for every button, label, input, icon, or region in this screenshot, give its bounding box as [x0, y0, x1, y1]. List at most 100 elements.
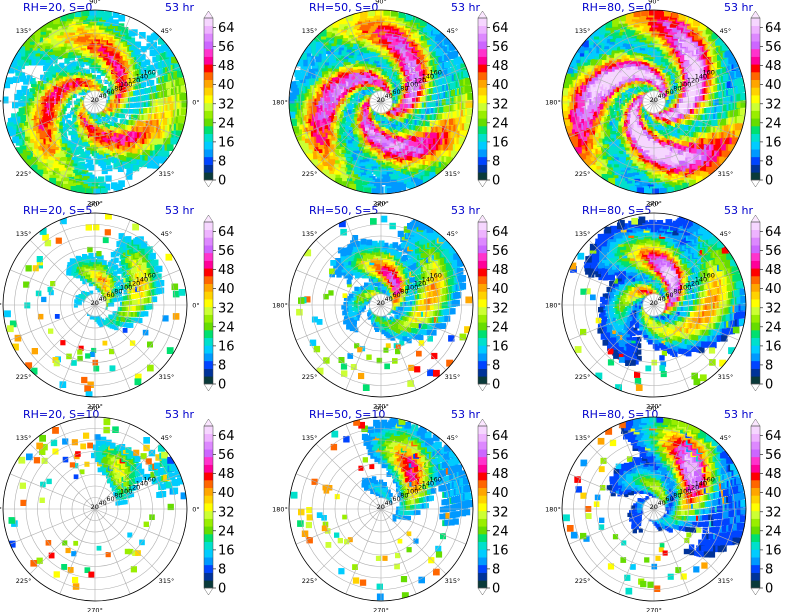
- radial-tick-label: 140: [136, 73, 148, 81]
- colorbar-segment: [751, 526, 760, 535]
- angular-tick-label: 315°: [159, 170, 175, 178]
- colorbar-segment: [478, 526, 487, 535]
- colorbar-segment: [751, 156, 760, 165]
- colorbar-segment: [204, 337, 213, 346]
- angular-tick-label: 270°: [87, 607, 103, 612]
- colorbar-segment: [204, 156, 213, 165]
- angular-gridline: [568, 473, 655, 510]
- angular-gridline: [59, 16, 96, 103]
- angular-gridline: [568, 66, 655, 103]
- colorbar-segment: [478, 495, 487, 504]
- angular-tick-label: 315°: [718, 577, 734, 585]
- angular-gridline: [9, 269, 96, 306]
- colorbar-tick-label: 32: [492, 301, 509, 316]
- colorbar-segment: [204, 549, 213, 558]
- colorbar-segment: [204, 110, 213, 119]
- colorbar-segment: [751, 368, 760, 377]
- colorbar-segment: [751, 18, 760, 27]
- angular-gridline: [653, 269, 740, 306]
- colorbar-segment: [204, 330, 213, 339]
- angular-tick-label: 45°: [161, 434, 173, 442]
- angular-tick-label: 225°: [16, 373, 32, 381]
- angular-gridline: [9, 473, 96, 510]
- angular-gridline: [653, 219, 690, 306]
- colorbar-tick-label: 16: [218, 339, 235, 354]
- angular-gridline: [568, 304, 655, 341]
- radial-tick-label: 80: [673, 287, 681, 295]
- angular-gridline: [588, 304, 655, 371]
- colorbar: 0 8 16 24 32 40 48 56 64: [750, 214, 782, 393]
- angular-tick-label: 270°: [373, 200, 389, 208]
- angular-gridline: [295, 304, 382, 341]
- angular-gridline: [588, 36, 655, 103]
- colorbar: 0 8 16 24 32 40 48 56 64: [477, 214, 509, 393]
- colorbar-segment: [478, 534, 487, 543]
- radial-tick-label: 40: [658, 295, 666, 303]
- angular-gridline: [618, 101, 655, 188]
- angular-tick-label: 315°: [445, 373, 461, 381]
- colorbar-segment: [204, 133, 213, 142]
- colorbar-segment: [204, 534, 213, 543]
- colorbar-tick-label: 24: [218, 320, 235, 335]
- radial-tick-label: 60: [665, 291, 673, 299]
- radial-tick-label: 40: [99, 499, 107, 507]
- panel-title-left: RH=20, S=5: [23, 204, 92, 217]
- radial-tick-label: 40: [658, 499, 666, 507]
- radial-tick-label: 60: [106, 291, 114, 299]
- angular-gridline: [618, 423, 655, 510]
- radial-tick-label: 20: [91, 503, 99, 511]
- colorbar-segment: [204, 368, 213, 377]
- colorbar-tick-label: 24: [765, 320, 782, 335]
- radial-tick-label: 140: [422, 73, 434, 81]
- colorbar-segment: [751, 283, 760, 292]
- colorbar-segment: [751, 449, 760, 458]
- colorbar-segment: [751, 337, 760, 346]
- angular-tick-label: 225°: [302, 170, 318, 178]
- colorbar-segment: [751, 79, 760, 88]
- panel-title-left: RH=50, S=10: [309, 408, 385, 421]
- colorbar-segment: [204, 433, 213, 442]
- colorbar-segment: [478, 472, 487, 481]
- precip-field: [296, 215, 473, 391]
- radial-tick-label: 20: [377, 503, 385, 511]
- colorbar-segment: [478, 306, 487, 315]
- angular-gridline: [345, 219, 382, 306]
- colorbar-tick-label: 8: [218, 562, 226, 577]
- angular-gridline: [295, 473, 382, 510]
- colorbar-segment: [751, 572, 760, 581]
- colorbar: 0 8 16 24 32 40 48 56 64: [477, 418, 509, 597]
- colorbar-tick-label: 40: [765, 282, 782, 297]
- colorbar-tick-label: 0: [218, 378, 226, 393]
- colorbar-segment: [478, 353, 487, 362]
- colorbar-frame: [203, 221, 214, 385]
- radial-tick-label: 80: [400, 491, 408, 499]
- colorbar-segment: [751, 541, 760, 550]
- radial-tick-label: 140: [695, 276, 707, 284]
- angular-gridline: [568, 269, 655, 306]
- angular-gridline: [345, 304, 382, 391]
- angular-gridline: [94, 239, 161, 306]
- angular-gridline: [380, 269, 467, 306]
- angular-tick-label: 270°: [87, 200, 103, 208]
- radial-tick-label: 20: [650, 96, 658, 104]
- angular-gridline: [653, 36, 720, 103]
- colorbar-frame: [477, 425, 488, 589]
- colorbar-segment: [478, 72, 487, 81]
- colorbar-segment: [478, 330, 487, 339]
- colorbar-segment: [204, 580, 213, 589]
- colorbar-segment: [478, 260, 487, 269]
- angular-tick-label: 135°: [16, 230, 32, 238]
- colorbar-segment: [204, 25, 213, 34]
- angular-gridline: [29, 101, 96, 168]
- colorbar-segment: [204, 118, 213, 127]
- colorbar-segment: [478, 276, 487, 285]
- colorbar-segment: [751, 487, 760, 496]
- angular-gridline: [9, 304, 96, 341]
- radial-tick-label: 100: [679, 80, 691, 88]
- colorbar-segment: [751, 252, 760, 261]
- radial-tick-label: 160: [702, 69, 714, 77]
- colorbar-extend-min: [477, 383, 488, 392]
- colorbar-segment: [751, 25, 760, 34]
- radial-tick-label: 160: [143, 69, 155, 77]
- angular-gridline: [345, 508, 382, 595]
